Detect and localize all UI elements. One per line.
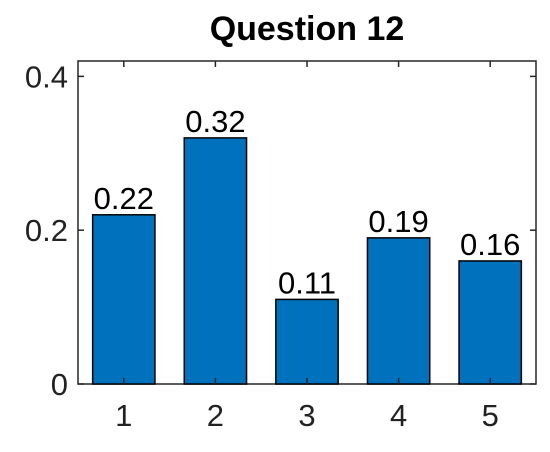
data-label: 0.32 — [185, 104, 245, 139]
x-tick-label: 2 — [207, 398, 224, 433]
bar — [91, 214, 156, 385]
chart-title: Question 12 — [210, 10, 405, 48]
y-tick-label: 0 — [51, 367, 68, 402]
x-tick-label: 4 — [390, 398, 407, 433]
plot-area: 0 0.2 0.4 1 0.22 2 0.32 3 0.11 4 0.19 5 0.16 — [25, 59, 537, 433]
data-label: 0.11 — [278, 265, 336, 300]
bar — [275, 298, 339, 385]
bar — [458, 260, 523, 385]
data-label: 0.22 — [94, 181, 154, 216]
x-tick-label: 1 — [115, 398, 132, 433]
data-label: 0.16 — [460, 227, 520, 262]
bar — [183, 137, 248, 385]
x-tick-label: 3 — [298, 398, 315, 433]
data-label: 0.19 — [368, 204, 428, 239]
bar — [366, 237, 431, 385]
x-tick-label: 5 — [482, 398, 499, 433]
y-tick-label: 0.4 — [25, 59, 68, 94]
y-tick-label: 0.2 — [25, 213, 68, 248]
